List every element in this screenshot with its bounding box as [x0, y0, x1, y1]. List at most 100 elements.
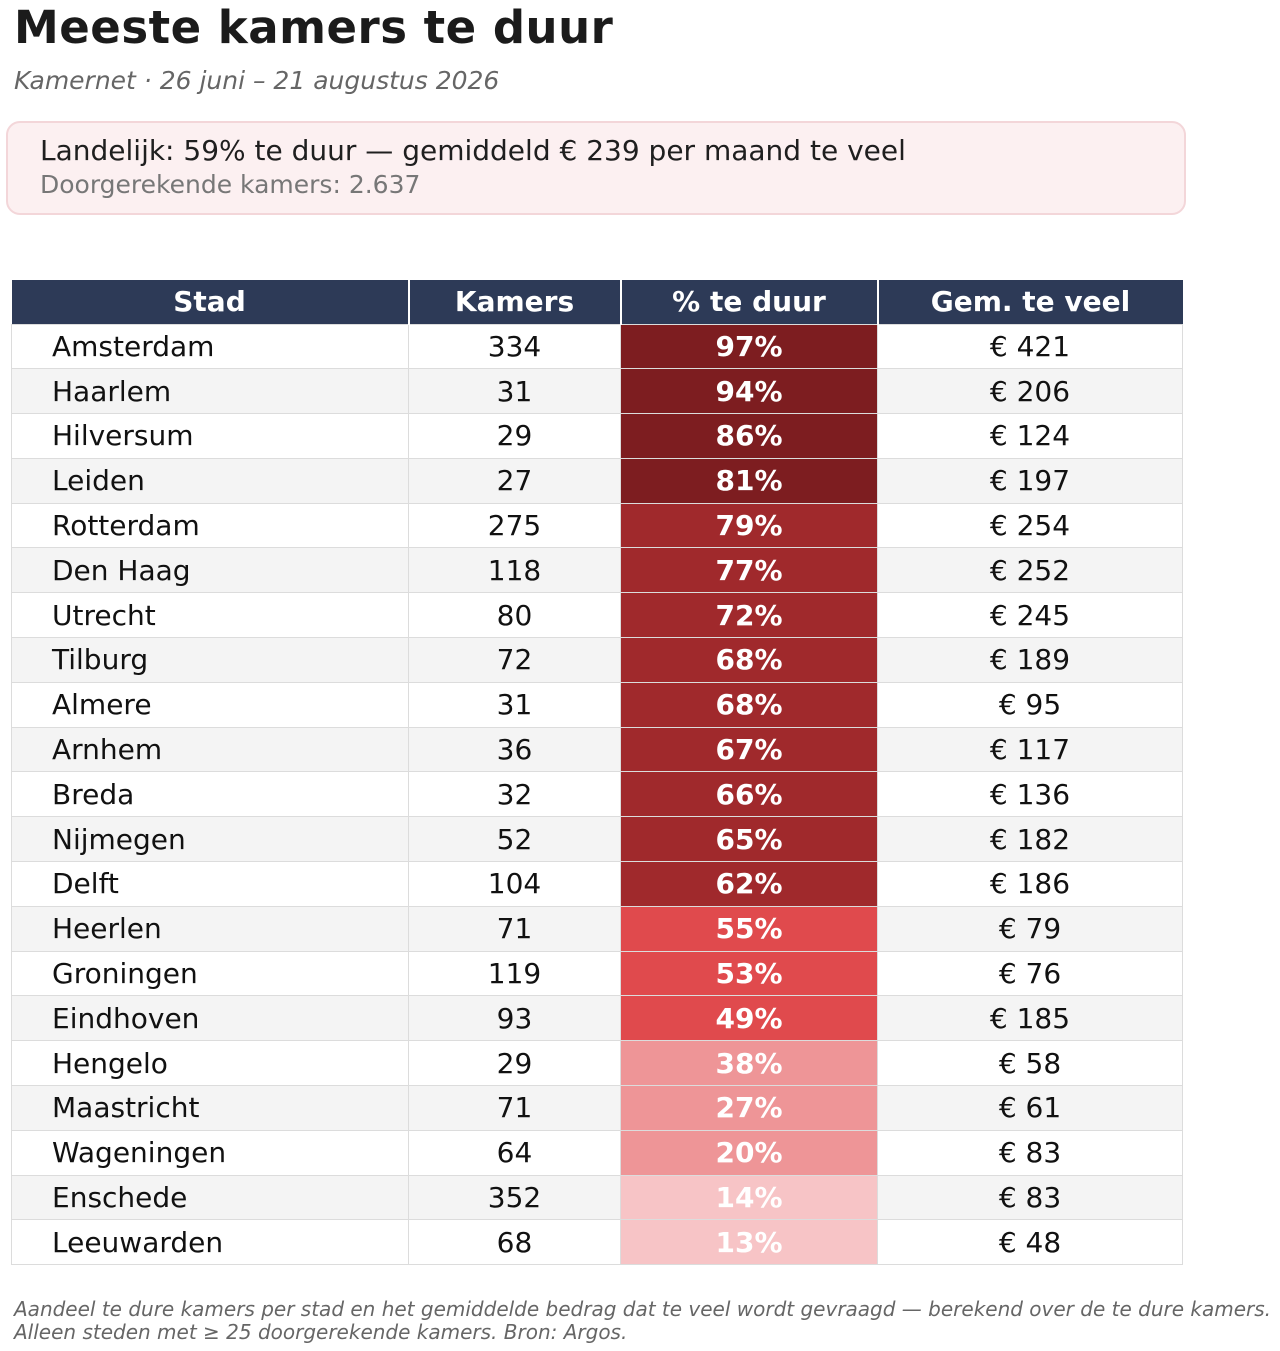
cell-stad: Eindhoven — [11, 995, 409, 1041]
cell-stad: Den Haag — [11, 547, 409, 593]
cell-kamers: 93 — [408, 995, 621, 1041]
table-row: Amsterdam 334 97% € 421 — [11, 323, 1183, 369]
cell-pct: 55% — [620, 905, 878, 952]
cell-pct: 27% — [620, 1085, 878, 1131]
cell-stad: Almere — [11, 681, 409, 728]
table-row: Arnhem 36 67% € 117 — [11, 726, 1183, 772]
cell-pct: 68% — [620, 637, 878, 683]
cell-stad: Tilburg — [11, 637, 409, 683]
cell-pct: 66% — [620, 771, 878, 817]
cell-teveel: € 189 — [877, 637, 1183, 683]
cell-teveel: € 186 — [877, 861, 1183, 907]
table-row: Eindhoven 93 49% € 185 — [11, 995, 1183, 1041]
cell-kamers: 68 — [408, 1219, 621, 1266]
cell-teveel: € 197 — [877, 457, 1183, 504]
cell-stad: Hilversum — [11, 413, 409, 459]
table-row: Nijmegen 52 65% € 182 — [11, 816, 1183, 862]
cell-pct: 20% — [620, 1129, 878, 1176]
cell-kamers: 31 — [408, 681, 621, 728]
table-row: Groningen 119 53% € 76 — [11, 950, 1183, 996]
cell-stad: Leeuwarden — [11, 1219, 409, 1266]
cell-kamers: 29 — [408, 413, 621, 459]
cell-pct: 81% — [620, 457, 878, 504]
column-header-stad: Stad — [11, 280, 410, 324]
cell-stad: Groningen — [11, 950, 409, 996]
table-row: Tilburg 72 68% € 189 — [11, 637, 1183, 683]
cell-pct: 77% — [620, 547, 878, 593]
cell-teveel: € 83 — [877, 1129, 1183, 1176]
cell-teveel: € 206 — [877, 368, 1183, 414]
cell-teveel: € 421 — [877, 323, 1183, 369]
table-body: Amsterdam 334 97% € 421 Haarlem 31 94% € 206 Hil… — [11, 323, 1183, 1266]
cell-kamers: 52 — [408, 816, 621, 862]
table-row: Maastricht 71 27% € 61 — [11, 1085, 1183, 1131]
cell-kamers: 104 — [408, 861, 621, 907]
cell-pct: 38% — [620, 1040, 878, 1086]
cell-kamers: 80 — [408, 592, 621, 638]
footnote: Aandeel te dure kamers per stad en het g… — [14, 1298, 1271, 1344]
cell-pct: 68% — [620, 681, 878, 728]
footnote-line-1: Aandeel te dure kamers per stad en het g… — [14, 1297, 1272, 1321]
cell-pct: 62% — [620, 861, 878, 907]
table-row: Almere 31 68% € 95 — [11, 681, 1183, 728]
table-row: Haarlem 31 94% € 206 — [11, 368, 1183, 414]
cell-kamers: 118 — [408, 547, 621, 593]
page-title: Meeste kamers te duur — [14, 1, 614, 54]
cell-kamers: 352 — [408, 1174, 621, 1220]
cell-kamers: 119 — [408, 950, 621, 996]
cell-stad: Amsterdam — [11, 323, 409, 369]
cell-kamers: 29 — [408, 1040, 621, 1086]
cell-stad: Enschede — [11, 1174, 409, 1220]
table-header-row: Stad Kamers % te duur Gem. te veel — [11, 280, 1183, 324]
cell-stad: Breda — [11, 771, 409, 817]
cell-stad: Leiden — [11, 457, 409, 504]
table-row: Hengelo 29 38% € 58 — [11, 1040, 1183, 1086]
cell-pct: 13% — [620, 1219, 878, 1266]
table-row: Leeuwarden 68 13% € 48 — [11, 1219, 1183, 1266]
cell-teveel: € 76 — [877, 950, 1183, 996]
cell-teveel: € 254 — [877, 502, 1183, 548]
cell-stad: Maastricht — [11, 1085, 409, 1131]
cell-pct: 53% — [620, 950, 878, 996]
table-row: Den Haag 118 77% € 252 — [11, 547, 1183, 593]
table-row: Breda 32 66% € 136 — [11, 771, 1183, 817]
cell-stad: Heerlen — [11, 905, 409, 952]
table-row: Utrecht 80 72% € 245 — [11, 592, 1183, 638]
cell-kamers: 72 — [408, 637, 621, 683]
cell-pct: 49% — [620, 995, 878, 1041]
cell-pct: 79% — [620, 502, 878, 548]
cell-teveel: € 182 — [877, 816, 1183, 862]
cell-teveel: € 83 — [877, 1174, 1183, 1220]
cell-kamers: 275 — [408, 502, 621, 548]
column-header-pct: % te duur — [620, 280, 879, 324]
cell-stad: Arnhem — [11, 726, 409, 772]
cell-teveel: € 79 — [877, 905, 1183, 952]
cell-kamers: 71 — [408, 905, 621, 952]
table-row: Hilversum 29 86% € 124 — [11, 413, 1183, 459]
cell-kamers: 334 — [408, 323, 621, 369]
cell-teveel: € 61 — [877, 1085, 1183, 1131]
cell-teveel: € 95 — [877, 681, 1183, 728]
cell-stad: Hengelo — [11, 1040, 409, 1086]
cell-teveel: € 252 — [877, 547, 1183, 593]
table-row: Rotterdam 275 79% € 254 — [11, 502, 1183, 548]
cell-stad: Delft — [11, 861, 409, 907]
cell-kamers: 32 — [408, 771, 621, 817]
cell-stad: Rotterdam — [11, 502, 409, 548]
footnote-line-2: Alleen steden met ≥ 25 doorgerekende kam… — [14, 1320, 628, 1344]
cell-kamers: 31 — [408, 368, 621, 414]
summary-main-text: Landelijk: 59% te duur — gemiddeld € 239… — [40, 134, 906, 167]
summary-box: Landelijk: 59% te duur — gemiddeld € 239… — [6, 121, 1186, 215]
cell-kamers: 64 — [408, 1129, 621, 1176]
table-row: Heerlen 71 55% € 79 — [11, 905, 1183, 952]
cell-stad: Wageningen — [11, 1129, 409, 1176]
cell-teveel: € 117 — [877, 726, 1183, 772]
cell-teveel: € 48 — [877, 1219, 1183, 1266]
page-subtitle: Kamernet · 26 juni – 21 augustus 2026 — [14, 66, 500, 95]
cell-kamers: 71 — [408, 1085, 621, 1131]
cell-kamers: 27 — [408, 457, 621, 504]
cell-pct: 67% — [620, 726, 878, 772]
cities-table: Stad Kamers % te duur Gem. te veel Amste… — [11, 280, 1183, 1266]
cell-pct: 65% — [620, 816, 878, 862]
cell-teveel: € 185 — [877, 995, 1183, 1041]
